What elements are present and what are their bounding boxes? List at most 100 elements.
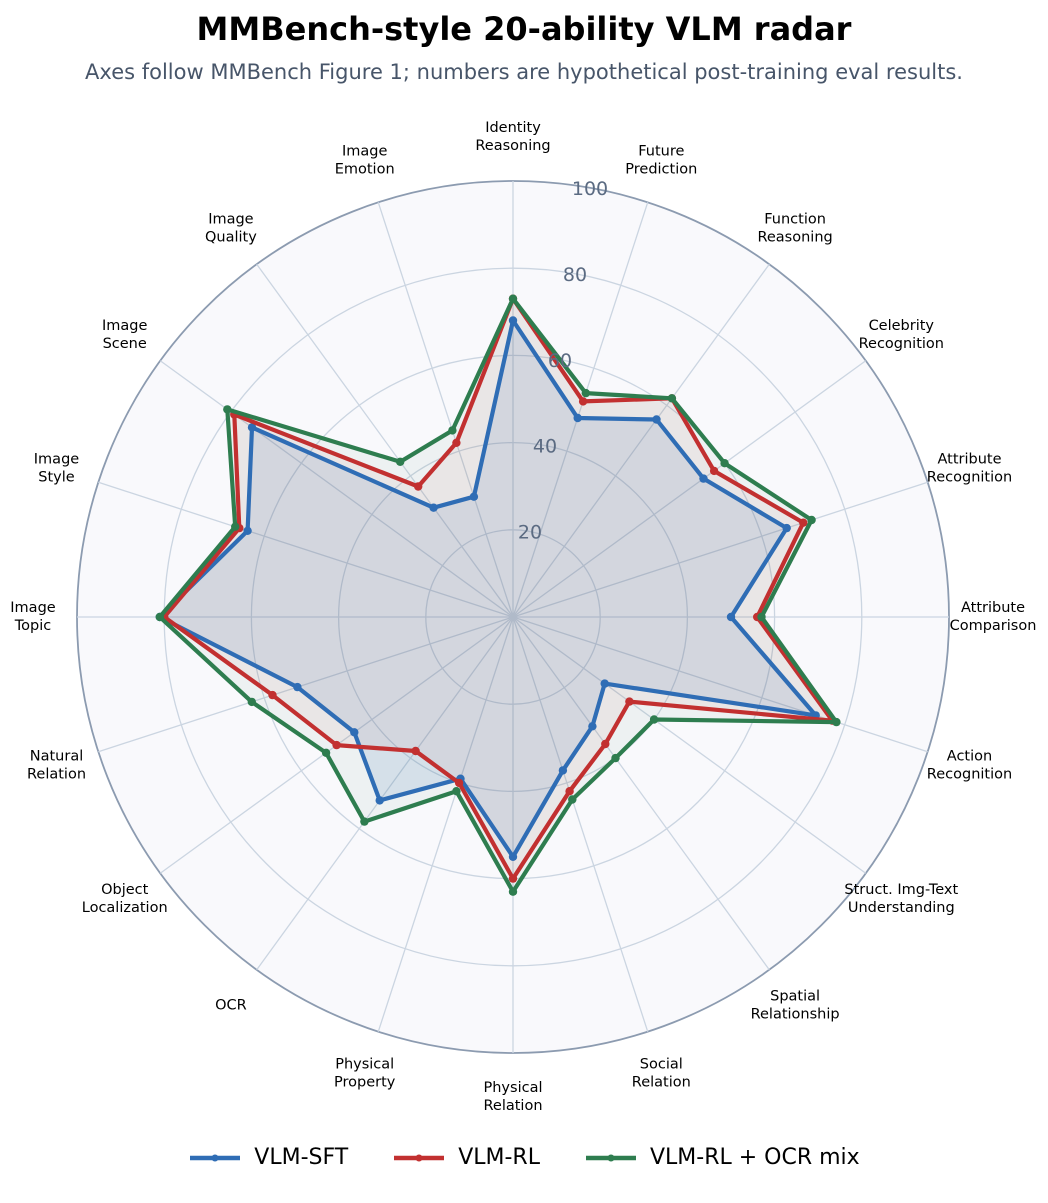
axis-spoke — [256, 616, 514, 971]
data-point — [699, 474, 708, 483]
radial-tick-label: 100 — [572, 178, 608, 200]
data-point — [720, 459, 729, 468]
data-point — [600, 679, 609, 688]
legend-label-rl: VLM-RL — [458, 1145, 540, 1170]
axis-label: Image Emotion — [335, 144, 395, 178]
data-point — [508, 294, 518, 303]
legend-swatch-rl-ocr — [585, 1154, 636, 1161]
legend-swatch-sft — [190, 1154, 241, 1161]
data-point — [832, 717, 841, 727]
axis-label: Future Prediction — [625, 144, 697, 178]
data-point — [452, 787, 461, 796]
data-point — [573, 413, 582, 423]
axis-label: Celebrity Recognition — [859, 318, 944, 352]
axis-spoke — [512, 616, 649, 1032]
data-point — [247, 697, 256, 707]
axis-label: Image Topic — [10, 600, 55, 634]
data-point — [411, 746, 420, 756]
data-point — [757, 612, 766, 622]
data-point — [293, 682, 302, 692]
data-point — [223, 405, 232, 414]
axis-spoke — [98, 616, 514, 753]
data-point — [508, 887, 518, 896]
axis-spoke — [256, 263, 514, 618]
data-point — [454, 778, 464, 788]
radial-tick-label: 80 — [563, 264, 587, 286]
data-point — [558, 766, 568, 775]
axis-label: Attribute Recognition — [927, 452, 1012, 486]
axis-label: Spatial Relationship — [751, 988, 840, 1022]
data-point — [581, 388, 590, 398]
axis-label: Function Reasoning — [757, 212, 832, 246]
data-point — [268, 690, 277, 700]
data-point — [565, 787, 574, 796]
legend-swatch-rl — [394, 1154, 445, 1161]
axis-label: Struct. Img-Text Understanding — [844, 882, 958, 916]
legend-item-rl-ocr: VLM-RL + OCR mix — [584, 1145, 860, 1170]
legend-item-rl: VLM-RL — [392, 1145, 540, 1170]
axis-label: Image Quality — [205, 212, 257, 246]
data-point — [508, 874, 518, 883]
data-point — [243, 526, 252, 535]
axis-label: Physical Property — [334, 1057, 396, 1091]
axis-spoke — [377, 202, 514, 618]
axis-spoke — [98, 481, 514, 618]
data-point — [726, 612, 736, 622]
data-point — [601, 739, 610, 749]
axis-spoke — [512, 360, 867, 618]
radial-tick-label: 20 — [518, 522, 542, 544]
series-area — [159, 298, 837, 892]
axis-label: Natural Relation — [27, 748, 86, 782]
legend-label-sft: VLM-SFT — [254, 1145, 349, 1170]
data-point — [568, 795, 577, 804]
data-point — [247, 423, 257, 432]
data-point — [807, 515, 816, 525]
legend: VLM-SFT VLM-RL VLM-RL + OCR mix — [0, 1145, 1048, 1170]
series-area — [159, 320, 816, 857]
data-point — [649, 715, 659, 724]
axis-label: Physical Relation — [483, 1080, 542, 1114]
data-point — [782, 523, 791, 533]
legend-item-sft: VLM-SFT — [188, 1145, 348, 1170]
data-point — [429, 503, 438, 512]
data-point — [448, 426, 457, 435]
axis-label: Action Recognition — [927, 748, 1012, 782]
data-point — [321, 748, 331, 757]
axis-spoke — [512, 263, 770, 618]
data-point — [578, 397, 588, 406]
data-point — [360, 817, 369, 826]
data-point — [231, 522, 240, 531]
data-point — [155, 612, 164, 622]
data-point — [799, 518, 808, 527]
data-point — [414, 482, 423, 491]
data-point — [508, 852, 518, 861]
axis-spoke — [512, 616, 867, 874]
data-point — [350, 728, 359, 737]
axis-label: Social Relation — [632, 1057, 691, 1091]
radial-tick-label: 60 — [548, 350, 572, 372]
axis-label: Object Localization — [82, 882, 168, 916]
data-point — [652, 415, 661, 424]
axis-spoke — [159, 360, 514, 618]
data-point — [588, 722, 597, 731]
axis-spoke — [512, 202, 649, 618]
axis-spoke — [377, 616, 514, 1032]
axis-spoke — [512, 481, 928, 618]
chart-title: MMBench-style 20-ability VLM radar — [196, 10, 852, 48]
axis-spoke — [512, 616, 770, 971]
data-point — [396, 457, 405, 466]
data-point — [332, 740, 341, 750]
data-point — [709, 466, 719, 476]
axis-label: Attribute Comparison — [950, 600, 1037, 634]
data-point — [452, 438, 461, 447]
series-area — [164, 298, 833, 879]
axis-label: Image Style — [34, 452, 79, 486]
chart-subtitle: Axes follow MMBench Figure 1; numbers ar… — [85, 60, 963, 84]
data-point — [625, 697, 634, 706]
axis-spoke — [512, 616, 928, 753]
data-point — [469, 492, 479, 501]
legend-label-rl-ocr: VLM-RL + OCR mix — [649, 1145, 860, 1170]
data-point — [611, 753, 620, 763]
axis-label: Identity Reasoning — [475, 120, 550, 154]
radar-chart: 20 40 60 80 100 Identity Reasoning Future Predic… — [10, 120, 1037, 1114]
